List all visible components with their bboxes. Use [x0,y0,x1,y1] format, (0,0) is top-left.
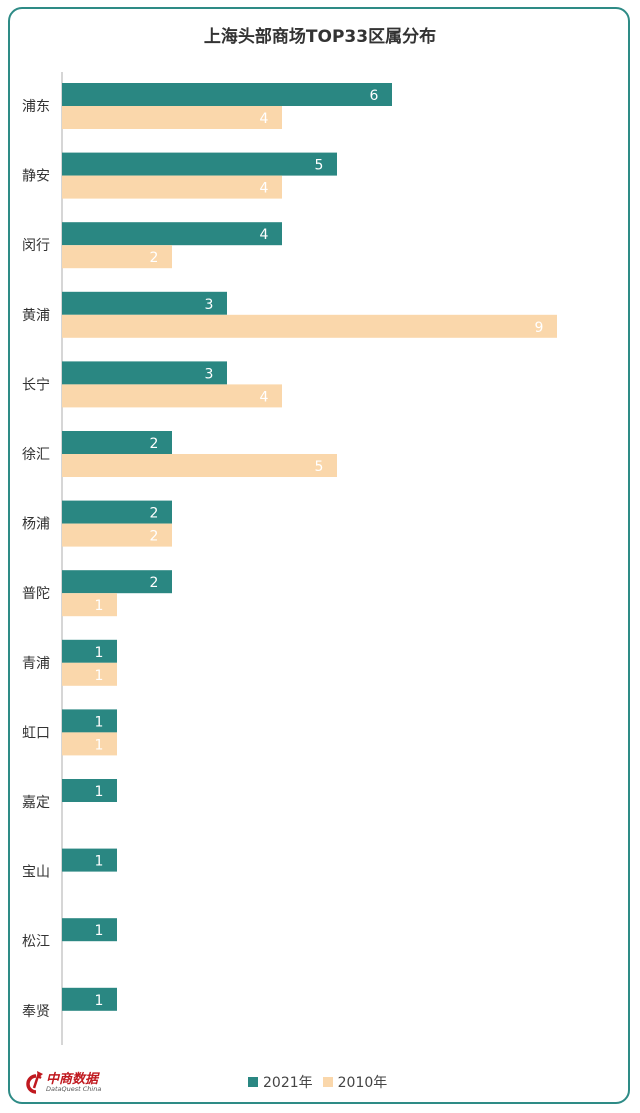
category-label-8: 青浦 [22,656,50,672]
chart-frame [8,7,630,1104]
data-label-2010-9: 1 [95,737,104,753]
data-label-2010-6: 2 [150,529,159,545]
logo-text-cn: 中商数据 [46,1072,99,1088]
bar-2021-9 [62,709,117,733]
data-label-2021-10: 1 [95,784,104,800]
data-label-2010-1: 4 [260,181,269,197]
bar-2021-10 [62,779,117,802]
bars-group: 浦东 6 4 静安 5 4 闵行 4 2 黄浦 3 9 长宁 3 4 徐汇 2 5 杨浦 2 2 普陀 2 1 青浦 1 1 虹口 1 1… [22,83,557,1020]
bar-2021-7 [62,570,172,594]
category-label-9: 虹口 [22,725,50,741]
bar-2010-7 [62,593,117,617]
data-label-2021-8: 1 [95,645,104,661]
data-label-2021-1: 5 [315,158,324,174]
data-label-2010-5: 5 [315,459,324,475]
category-label-13: 奉贤 [22,1004,50,1020]
bar-2021-11 [62,848,117,872]
data-label-2010-2: 2 [150,250,159,266]
data-label-2021-2: 4 [260,227,269,243]
category-label-6: 杨浦 [22,517,50,533]
bar-2021-8 [62,639,117,663]
data-label-2021-11: 1 [95,854,104,870]
data-label-2021-9: 1 [95,714,104,730]
bar-2010-8 [62,662,117,686]
bar-2021-3 [62,291,227,315]
bar-2010-3 [62,314,557,338]
category-label-4: 长宁 [22,376,50,393]
legend-item-2010: 2010年 [322,1072,388,1092]
legend: 2021年 2010年 [248,1072,397,1092]
category-label-11: 宝山 [22,865,50,881]
category-label-5: 徐汇 [22,447,50,463]
legend-swatch-2021 [248,1077,258,1087]
bar-2021-1 [62,152,337,176]
bar-2021-12 [62,918,117,942]
data-label-2021-5: 2 [150,436,159,452]
data-label-2021-13: 1 [95,993,104,1009]
data-label-2010-7: 1 [95,598,104,614]
bar-2021-0 [62,83,392,106]
bar-2010-1 [62,175,282,199]
legend-item-2021: 2021年 [248,1072,313,1092]
data-label-2021-4: 3 [205,366,214,382]
data-label-2010-3: 9 [535,320,544,336]
bar-2021-4 [62,361,227,385]
legend-label-2021: 2021年 [263,1075,313,1091]
bar-2021-6 [62,500,172,524]
data-label-2021-3: 3 [205,297,214,313]
data-label-2010-8: 1 [95,668,104,684]
bar-2021-2 [62,222,282,246]
data-label-2021-7: 2 [150,575,159,591]
bar-2021-13 [62,987,117,1011]
bar-2010-6 [62,523,172,547]
data-label-2021-12: 1 [95,923,104,939]
bar-2010-2 [62,245,172,269]
category-label-0: 浦东 [22,99,50,115]
data-label-2021-6: 2 [150,506,159,522]
category-label-7: 普陀 [22,586,50,602]
category-label-1: 静安 [22,169,50,185]
bar-2010-5 [62,454,337,477]
data-label-2010-4: 4 [260,389,269,405]
bar-2021-5 [62,431,172,454]
category-label-10: 嘉定 [22,795,50,811]
bar-chart: 浦东 6 4 静安 5 4 闵行 4 2 黄浦 3 9 长宁 3 4 徐汇 2 5 杨浦 2 2 普陀 2 1 青浦 1 1 虹口 1 1… [22,72,557,1045]
category-label-2: 闵行 [22,238,50,254]
logo-text-en: DataQuest China [46,1085,102,1094]
legend-label-2010: 2010年 [337,1075,388,1091]
legend-swatch-2010 [322,1077,333,1087]
bar-2010-0 [62,106,282,129]
data-label-2010-0: 4 [260,111,269,127]
category-label-3: 黄浦 [22,307,50,324]
logo-icon [22,1070,44,1096]
bar-2010-9 [62,732,117,756]
category-label-12: 松江 [22,934,50,950]
brand-logo: 中商数据 DataQuest China [22,1070,101,1096]
bar-2010-4 [62,384,282,408]
chart-title: 上海头部商场TOP33区属分布 [203,27,437,47]
data-label-2021-0: 6 [370,88,379,104]
